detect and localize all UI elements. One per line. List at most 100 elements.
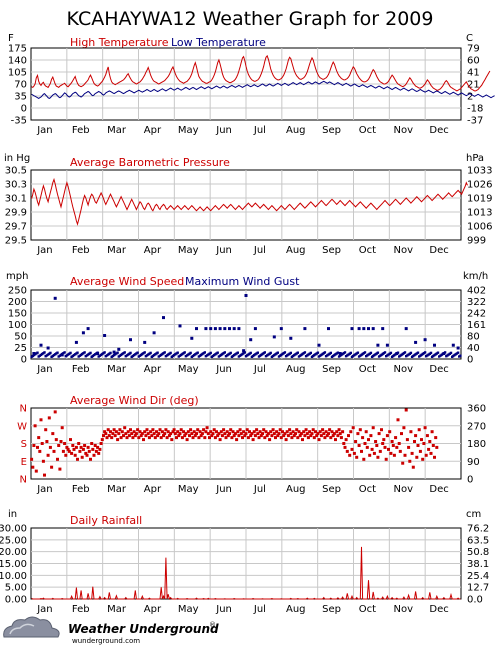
wind-data-point [338, 352, 342, 355]
wind_dir-data-point [286, 434, 290, 438]
wind_dir-data-point [118, 428, 122, 432]
wind_dir-data-point [84, 451, 88, 455]
wind-data-point [46, 346, 50, 350]
wind_dir-data-point [263, 436, 267, 440]
wind-ytick-right: 0 [467, 355, 473, 366]
wind_dir-ytick-left: W [17, 421, 27, 432]
wind-data-point [357, 327, 361, 331]
temperature-month-label: Jan [36, 125, 52, 136]
wind_dir-data-point [243, 434, 247, 438]
wind_dir-data-point [98, 447, 102, 451]
wind_dir-data-point [92, 453, 96, 457]
wind_dir-data-point [334, 438, 337, 442]
wind_dir-data-point [297, 430, 301, 434]
wind_dir-data-point [138, 430, 142, 434]
wind_dir-data-point [134, 432, 138, 436]
wind_dir-ytick-left: N [20, 475, 27, 486]
pressure-ytick-left: 30.3 [5, 180, 27, 191]
wind_dir-data-point [172, 428, 176, 432]
wind-data-point [228, 327, 231, 331]
wind-unit-left: mph [6, 271, 28, 282]
wind_dir-data-point [319, 434, 323, 438]
wind_dir-data-point [86, 445, 90, 449]
wind_dir-data-point [242, 430, 246, 434]
wind-ytick-left: 25 [14, 343, 27, 354]
weather-underground-logo: Weather Underground ® wunderground.com [3, 616, 219, 645]
wind_dir-data-point [311, 428, 315, 432]
wind_dir-data-point [277, 432, 281, 436]
wind_dir-data-point [149, 430, 153, 434]
wind-data-point [129, 338, 132, 342]
rain-series-line [31, 546, 461, 601]
wind-data-point [74, 340, 78, 344]
pressure-month-label: Jan [36, 245, 52, 256]
pressure-ytick-left: 29.9 [5, 208, 27, 219]
wind_dir-data-point [100, 438, 104, 442]
wind_dir-data-point [43, 473, 46, 477]
wind_dir-data-point [255, 428, 259, 432]
wind_dir-data-point [31, 465, 35, 469]
wind_dir-data-point [268, 438, 272, 442]
wind_dir-month-label: Dec [429, 484, 448, 495]
temperature-month-label: Feb [72, 125, 90, 136]
wind_dir-data-point [310, 432, 314, 436]
wind-data-point [103, 334, 107, 337]
wind_dir-data-point [71, 444, 75, 447]
wind_dir-data-point [360, 449, 363, 453]
wind_dir-data-point [170, 438, 174, 442]
wind_dir-data-point [178, 432, 182, 436]
wind_dir-data-point [342, 442, 346, 445]
wind_dir-data-point [265, 434, 269, 438]
wind_dir-ytick-right: 0 [467, 475, 473, 486]
temperature-ytick-left: 70 [14, 80, 27, 91]
wind_dir-data-point [136, 428, 140, 432]
wind-ytick-right: 402 [467, 286, 486, 297]
pressure-month-label: Jul [253, 245, 266, 256]
wind_dir-data-point [285, 430, 289, 434]
wind_dir-data-point [127, 434, 131, 438]
wind_dir-data-point [421, 457, 425, 461]
wind-data-point [327, 327, 330, 331]
pressure-ytick-right: 1026 [467, 180, 492, 191]
wind-baseline-point [376, 351, 380, 354]
wind_dir-data-point [266, 432, 270, 436]
wind-baseline-point [447, 353, 450, 356]
wind_dir-data-point [83, 444, 87, 447]
wind_dir-data-point [357, 444, 361, 447]
wind-baseline-point [396, 351, 400, 354]
wind-baseline-point [344, 355, 348, 358]
wind_dir-data-point [391, 444, 395, 447]
wind-baseline-point [56, 351, 59, 354]
wind-baseline-point [374, 353, 377, 356]
wind_dir-data-point [189, 428, 193, 432]
rain-month-label: Oct [359, 604, 376, 615]
wind-data-point [367, 327, 370, 331]
wind_dir-data-point [324, 430, 328, 434]
wind_dir-data-point [269, 430, 273, 434]
wind_dir-data-point [206, 432, 210, 436]
wind_dir-data-point [283, 432, 287, 436]
wind-baseline-point [291, 354, 295, 358]
wind_dir-data-point [409, 430, 413, 434]
wind_dir-data-point [85, 453, 89, 457]
wind_dir-data-point [56, 457, 59, 461]
wind-data-point [81, 331, 85, 335]
wind_dir-data-point [104, 432, 108, 436]
wind-baseline-point [389, 351, 393, 355]
wind-baseline-point [343, 351, 347, 354]
wind_dir-data-point [315, 434, 319, 438]
wind_dir-data-point [416, 444, 420, 447]
wind_dir-data-point [58, 467, 62, 471]
wind-baseline-point [256, 351, 259, 354]
wind_dir-data-point [328, 428, 332, 432]
wind_dir-data-point [239, 432, 243, 436]
wind_dir-data-point [177, 434, 181, 438]
wind_dir-data-point [182, 430, 186, 434]
wind_dir-data-point [60, 426, 64, 430]
wind_dir-data-point [376, 455, 380, 459]
wind-month-label: Nov [393, 364, 413, 375]
rain-ytick-left: 30.00 [0, 524, 27, 535]
wind_dir-data-point [339, 436, 343, 440]
wind_dir-data-point [367, 438, 370, 442]
wind_dir-data-point [225, 430, 229, 434]
